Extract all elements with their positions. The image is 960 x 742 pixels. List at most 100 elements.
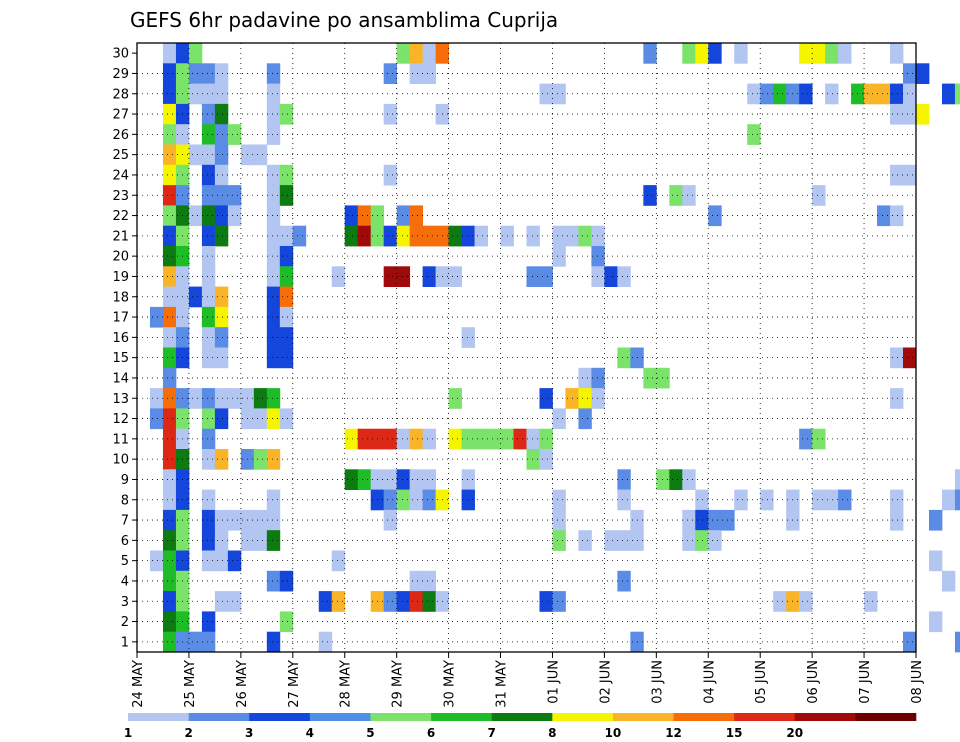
heatmap-cell [422,570,437,592]
heatmap-cell [149,388,164,409]
heatmap-cell [214,591,229,612]
heatmap-cell [396,428,411,450]
heatmap-cell [266,205,281,227]
heatmap-cell [162,509,177,531]
heatmap-cell [266,124,281,145]
legend-label: 3 [245,726,253,740]
color-legend: 1 2 3 4 5 6 7 8 10 12 15 20 [124,713,917,740]
heatmap-cell [941,83,956,105]
heatmap-cell [682,469,696,490]
heatmap-cell [604,530,618,551]
heatmap-cell [552,408,566,430]
heatmap-cell [799,428,813,450]
heatmap-cell [954,631,960,653]
heatmap-cell [422,266,437,287]
heatmap-cell [617,489,631,511]
y-tick-label: 6 [121,534,129,549]
heatmap-cell [617,570,631,592]
heatmap-cell [526,225,540,247]
heatmap-cell [747,124,761,145]
grid-lines [137,43,916,652]
heatmap-cell [396,489,411,511]
heatmap-cell [617,469,631,490]
heatmap-cell [396,591,411,612]
y-tick-label: 3 [121,595,129,610]
heatmap-cell [903,103,917,125]
heatmap-cell [266,266,281,287]
heatmap-cell [214,164,229,186]
heatmap-cell [253,144,268,166]
y-tick-label: 8 [121,493,129,508]
heatmap-cell [162,306,177,328]
heatmap-cell [175,43,190,64]
heatmap-cell [253,449,268,470]
heatmap-cell [201,63,216,84]
heatmap-cell [695,509,709,531]
heatmap-cell [201,286,216,308]
heatmap-cell [266,489,281,511]
heatmap-cell [331,266,346,287]
heatmap-cell [928,611,943,633]
heatmap-cell [266,286,281,308]
x-tick-label: 07 JUN [858,660,873,704]
y-tick-label: 18 [112,290,129,305]
heatmap-cell [383,164,398,186]
legend-label: 15 [726,726,743,740]
heatmap-cell [266,408,281,430]
x-tick-label: 25 MAY [183,660,198,708]
heatmap-cell [552,509,566,531]
heatmap-cell [487,428,501,450]
heatmap-cell [162,266,177,287]
heatmap-cell [266,83,281,105]
y-tick-label: 15 [112,351,129,366]
legend-label: 2 [184,726,192,740]
heatmap-cell [591,367,605,389]
legend-label: 20 [786,726,803,740]
heatmap-cell [279,225,294,247]
heatmap-cell [617,266,631,287]
heatmap-cell [877,83,891,105]
y-tick-label: 2 [121,615,129,630]
y-tick-label: 29 [112,67,129,82]
heatmap-cell [201,164,216,186]
heatmap-cell [318,631,333,653]
x-tick-label: 26 MAY [235,660,250,708]
heatmap-cell [461,489,475,511]
heatmap-cell [201,246,216,267]
legend-label: 8 [548,726,556,740]
heatmap-cell [201,408,216,430]
heatmap-cell [162,631,177,653]
heatmap-cell [266,246,281,267]
x-tick-label: 06 JUN [806,660,821,704]
heatmap-cell [474,428,488,450]
heatmap-cell [201,306,216,328]
heatmap-cell [643,43,657,64]
heatmap-cell [201,144,216,166]
heatmap-cell [422,489,437,511]
x-tick-label: 27 MAY [287,660,302,708]
heatmap-cell [162,286,177,308]
heatmap-cell [214,530,229,551]
heatmap-cell [903,347,917,369]
heatmap-cell [383,489,398,511]
y-tick-label: 16 [112,331,129,346]
heatmap-cell [201,124,216,145]
legend-label: 1 [124,726,132,740]
heatmap-cell [552,225,566,247]
heatmap-cell [266,185,281,206]
heatmap-cell [409,205,424,227]
heatmap-cell [162,164,177,186]
heatmap-cell [396,469,411,490]
heatmap-cell [396,43,411,64]
heatmap-cell [279,611,294,633]
heatmap-cell [409,225,424,247]
heatmap-cell [539,591,553,612]
y-tick-label: 4 [121,574,129,589]
heatmap-cell [149,306,164,328]
heatmap-cell [941,489,956,511]
heatmap-cell [578,367,592,389]
legend-swatch [249,713,311,721]
heatmap-cell [214,449,229,470]
heatmap-cell [162,570,177,592]
heatmap-cell [864,83,878,105]
